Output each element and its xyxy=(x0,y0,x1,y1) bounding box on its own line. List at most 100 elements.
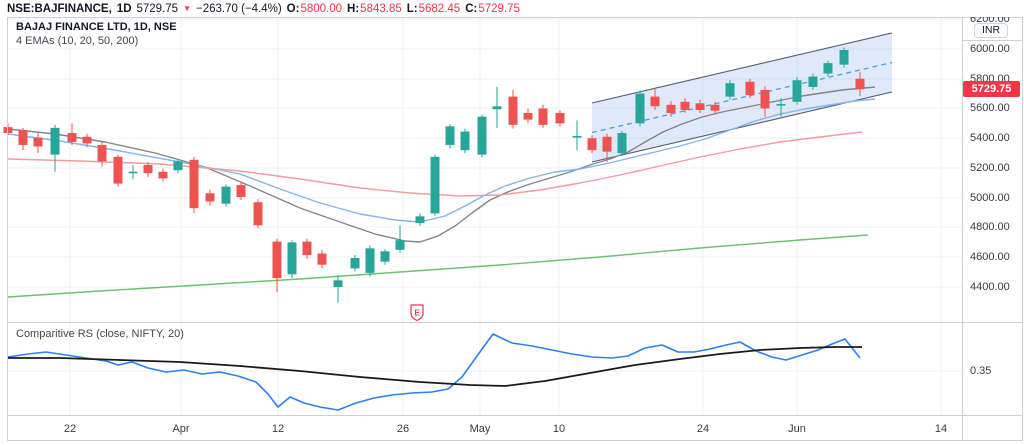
time-axis-tick[interactable]: 24 xyxy=(696,423,710,435)
candle-body xyxy=(460,131,470,151)
symbol-name[interactable]: NSE:BAJFINANCE, xyxy=(7,2,112,15)
rs-axis-tick[interactable]: 0.35 xyxy=(970,365,992,377)
low-value: L: 5682.45 xyxy=(407,3,460,15)
candle-body xyxy=(710,104,720,111)
price-axis-tick[interactable]: 5400.00 xyxy=(970,132,1010,144)
candle-body xyxy=(33,137,43,147)
ema-50-line[interactable] xyxy=(7,131,863,197)
candle-body xyxy=(492,106,502,110)
candle-body xyxy=(602,136,612,152)
time-axis-tick[interactable]: 22 xyxy=(63,423,77,435)
open-label: O: xyxy=(286,2,300,15)
candle-body xyxy=(635,93,645,124)
price-axis-tick[interactable]: 5600.00 xyxy=(970,102,1010,114)
price-axis-tick[interactable]: 5200.00 xyxy=(970,162,1010,174)
candle-body xyxy=(82,136,92,144)
low-number: 5682.45 xyxy=(418,2,461,15)
candle-body xyxy=(617,133,627,154)
low-label: L: xyxy=(406,2,418,15)
high-number: 5843.85 xyxy=(360,2,402,15)
rs-pane-legend[interactable]: Comparitive RS (close, NIFTY, 20) xyxy=(16,328,184,340)
candle-body xyxy=(67,133,77,142)
candle-body xyxy=(445,126,455,145)
candle-body xyxy=(650,96,660,107)
candle-body xyxy=(572,136,582,138)
open-number: 5800.00 xyxy=(300,2,343,15)
candle-body xyxy=(538,108,548,125)
time-axis-tick[interactable]: 14 xyxy=(934,423,948,435)
time-axis-tick[interactable]: May xyxy=(469,423,491,435)
high-value: H: 5843.85 xyxy=(347,3,402,15)
last-price: 5729.75 xyxy=(136,2,179,15)
candle-body xyxy=(776,104,786,106)
earnings-marker-icon[interactable]: E xyxy=(410,304,424,322)
time-axis-tick[interactable]: 12 xyxy=(271,423,285,435)
candle-body xyxy=(523,112,533,120)
candle-body xyxy=(725,83,735,97)
candle-body xyxy=(666,104,676,113)
candle-body xyxy=(395,240,405,250)
candle-body xyxy=(173,161,183,171)
price-axis-tick[interactable]: 4600.00 xyxy=(970,251,1010,263)
candle-body xyxy=(302,241,312,256)
candle-body xyxy=(272,241,282,279)
time-axis-tick[interactable]: 10 xyxy=(552,423,566,435)
candle-body xyxy=(365,248,375,273)
candle-body xyxy=(430,156,440,214)
time-axis-tick[interactable]: Apr xyxy=(172,423,190,435)
candle-body xyxy=(477,116,487,155)
main-pane-legend-title[interactable]: BAJAJ FINANCE LTD, 1D, NSE xyxy=(16,21,177,33)
ema-200-line[interactable] xyxy=(7,234,869,298)
candle-body xyxy=(143,165,153,174)
currency-inr-button[interactable]: INR xyxy=(974,23,1009,38)
candle-body xyxy=(415,216,425,224)
last-price-badge: 5729.75 xyxy=(963,81,1020,98)
candle-body xyxy=(113,156,123,184)
main-pane-legend-indicator[interactable]: 4 EMAs (10, 20, 50, 200) xyxy=(16,35,139,47)
price-axis-tick[interactable]: 4400.00 xyxy=(970,281,1010,293)
candle-body xyxy=(18,130,28,145)
timeframe[interactable]: 1D xyxy=(116,2,132,15)
candle-body xyxy=(508,96,518,125)
ema-10-line[interactable] xyxy=(7,86,876,243)
candle-body xyxy=(97,144,107,162)
price-change: −263.70 (−4.4%) xyxy=(196,2,282,15)
candle-body xyxy=(158,171,168,179)
candle-body xyxy=(380,251,390,262)
price-axis-tick[interactable]: 6000.00 xyxy=(970,43,1010,55)
close-value: C: 5729.75 xyxy=(465,3,520,15)
candle-body xyxy=(50,127,60,155)
candle-body xyxy=(128,171,138,174)
candle-body xyxy=(317,253,327,265)
time-axis-tick[interactable]: 26 xyxy=(396,423,410,435)
ema-20-line[interactable] xyxy=(7,98,876,223)
rs-line[interactable] xyxy=(7,333,861,411)
candle-body xyxy=(205,193,215,202)
close-label: C: xyxy=(465,2,478,15)
close-number: 5729.75 xyxy=(478,2,520,15)
candle-body xyxy=(555,112,565,124)
candle-body xyxy=(745,81,755,96)
price-axis-tick[interactable]: 4800.00 xyxy=(970,221,1010,233)
candle-body xyxy=(792,80,802,102)
candle-body xyxy=(823,63,833,74)
candle-body xyxy=(808,76,818,87)
candle-body xyxy=(839,49,849,65)
rs-ma-20-line[interactable] xyxy=(8,346,862,387)
candle-body xyxy=(221,186,231,204)
candle-body xyxy=(287,242,297,275)
price-axis-tick[interactable]: 5000.00 xyxy=(970,192,1010,204)
candle-body xyxy=(760,89,770,109)
candle-body xyxy=(253,202,263,226)
arrow-down-icon: ▼ xyxy=(183,3,191,13)
svg-text:E: E xyxy=(414,309,420,318)
symbol-ohlc-bar[interactable]: NSE:BAJFINANCE, 1D 5729.75 ▼ −263.70 (−4… xyxy=(0,0,1024,17)
candle-body xyxy=(695,103,705,110)
pane-frame xyxy=(7,17,1023,441)
candle-body xyxy=(236,185,246,198)
candle-body xyxy=(189,159,199,209)
candle-body xyxy=(587,138,597,151)
time-axis-tick[interactable]: Jun xyxy=(788,423,806,435)
